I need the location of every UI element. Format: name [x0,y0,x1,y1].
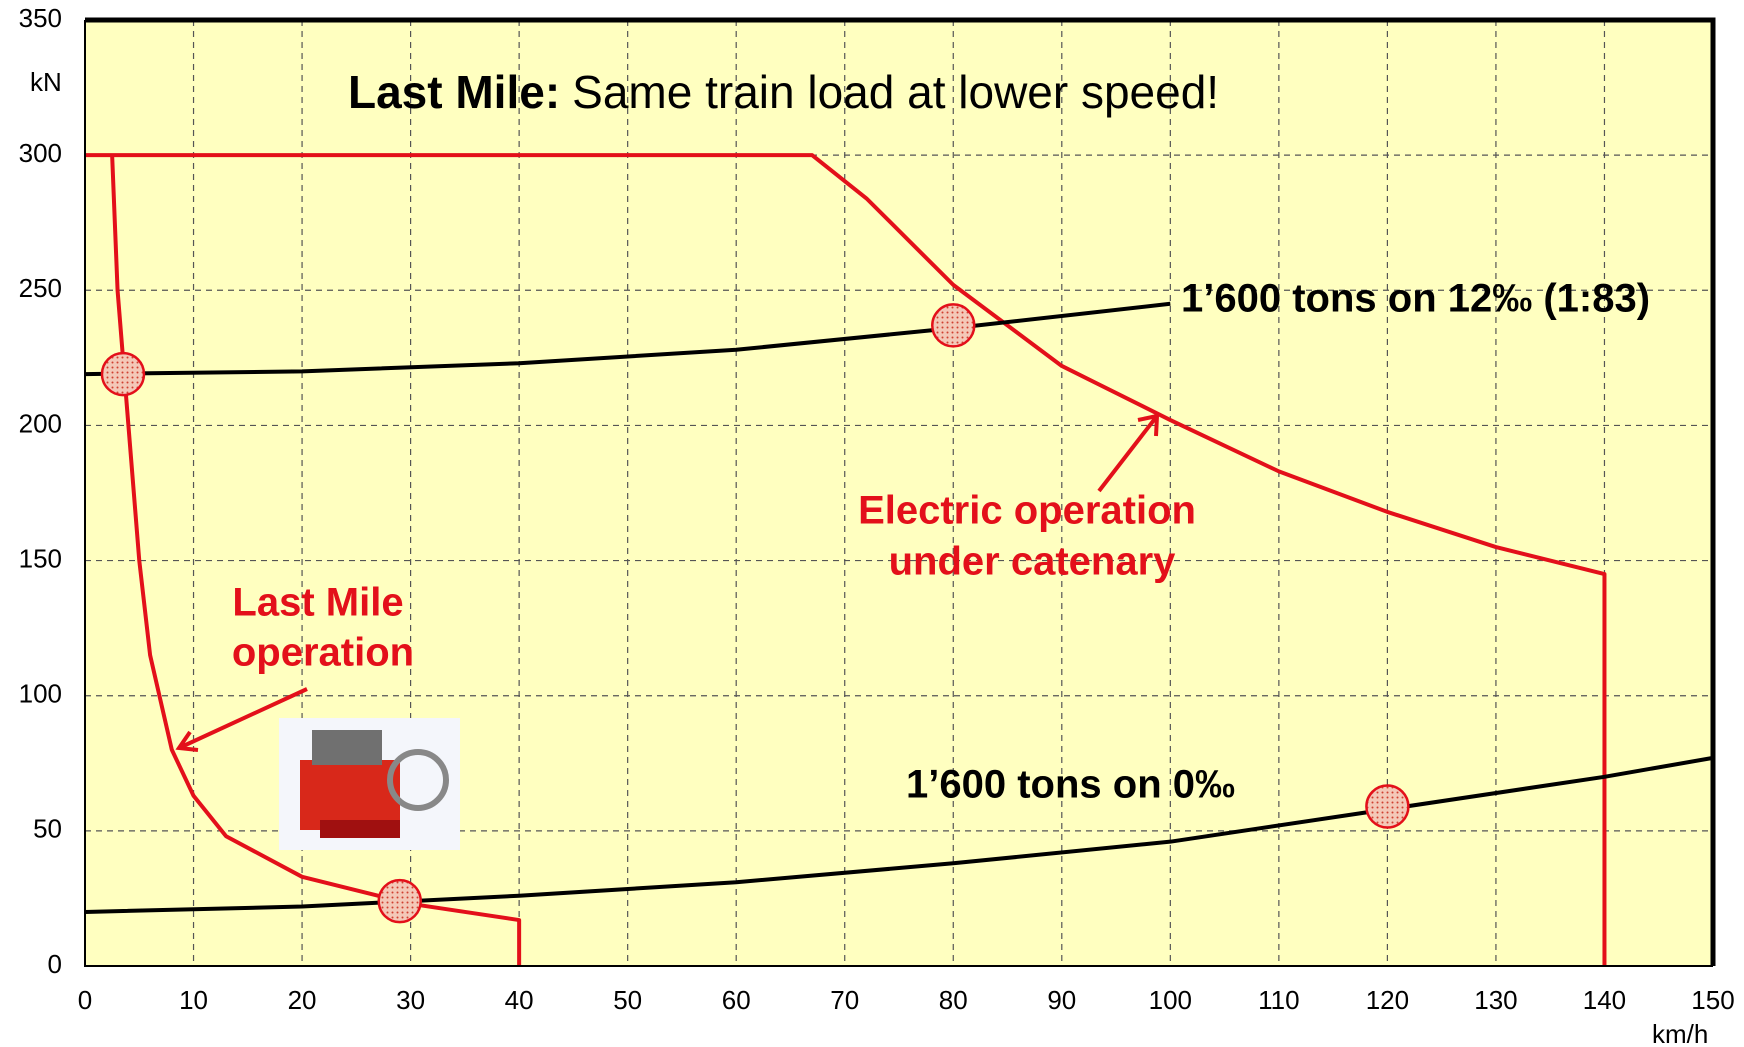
x-tick-label: 20 [288,985,317,1015]
highlight-point [379,880,421,922]
chart-title: Last Mile:Same train load at lower speed… [348,66,1219,118]
y-tick-label: 100 [19,679,62,709]
annotation: Last Mile [232,581,403,625]
engine-top [312,730,382,765]
y-tick-label: 0 [48,949,62,979]
x-tick-label: 60 [722,985,751,1015]
engine-base [320,820,400,838]
annotation: Electric operation [858,489,1196,533]
y-tick-label: 250 [19,273,62,303]
annotation: operation [232,631,414,675]
x-tick-label: 140 [1583,985,1626,1015]
x-tick-label: 110 [1258,985,1299,1015]
engine-image [279,718,460,850]
x-tick-label: 150 [1691,985,1734,1015]
x-tick-label: 130 [1474,985,1517,1015]
x-tick-label: 30 [396,985,425,1015]
x-tick-label: 100 [1149,985,1192,1015]
x-tick-label: 70 [830,985,859,1015]
y-tick-label: 300 [19,138,62,168]
x-tick-label: 90 [1047,985,1076,1015]
x-axis-label: km/h [1652,1019,1708,1047]
x-tick-label: 50 [613,985,642,1015]
highlight-point [1366,786,1408,828]
y-axis-label: kN [30,67,62,97]
highlight-point [932,304,974,346]
annotation: under catenary [889,540,1177,584]
chart: Last Mile:Same train load at lower speed… [0,0,1744,1047]
engine-block [300,760,400,830]
y-tick-label: 150 [19,543,62,573]
y-tick-label: 200 [19,408,62,438]
highlight-point [102,353,144,395]
x-tick-label: 0 [78,985,92,1015]
annotation: 1’600 tons on 0‰ [906,763,1235,807]
annotation: 1’600 tons on 12‰ (1:83) [1181,277,1650,321]
y-tick-label: 350 [19,3,62,33]
title: Last Mile: [348,66,560,118]
x-tick-label: 120 [1366,985,1409,1015]
subtitle: Same train load at lower speed! [572,66,1219,118]
x-tick-label: 10 [179,985,208,1015]
x-tick-label: 40 [505,985,534,1015]
x-tick-label: 80 [939,985,968,1015]
y-tick-label: 50 [33,814,62,844]
